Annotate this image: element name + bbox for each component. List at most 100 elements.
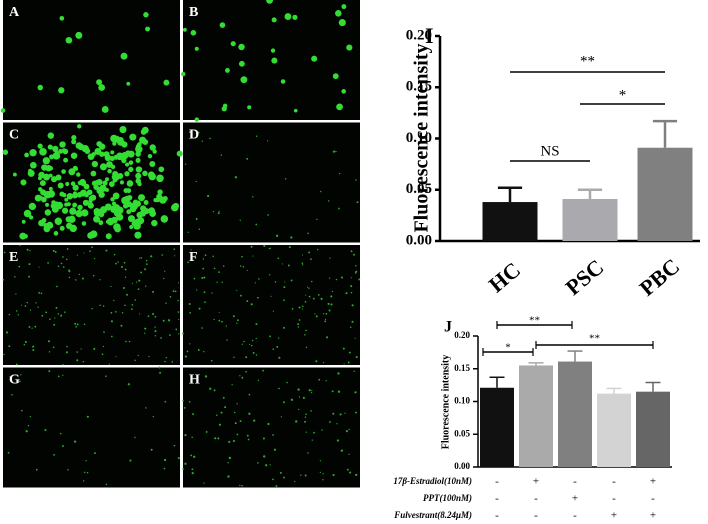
cell — [294, 480, 296, 483]
cell — [349, 471, 352, 474]
cell — [86, 415, 89, 418]
cell — [45, 311, 48, 314]
panel-label: H — [189, 373, 200, 388]
cell — [355, 179, 357, 181]
cell — [105, 483, 108, 486]
cell — [329, 421, 331, 423]
cell — [112, 177, 118, 183]
cell — [123, 261, 126, 264]
cell — [169, 334, 171, 337]
cell — [212, 255, 215, 258]
cell — [354, 337, 356, 339]
cell — [240, 76, 248, 84]
significance-label: * — [505, 342, 511, 354]
cell — [315, 360, 318, 363]
cell — [275, 485, 278, 487]
cell — [110, 335, 113, 338]
cell — [128, 340, 131, 343]
cell — [23, 209, 32, 218]
cell — [113, 154, 119, 160]
cell — [80, 348, 82, 350]
cell — [286, 381, 288, 384]
cell — [107, 168, 112, 174]
cell — [70, 181, 76, 186]
cell — [221, 281, 223, 284]
cell — [350, 291, 353, 294]
cell — [295, 420, 298, 423]
error-bar — [489, 376, 505, 388]
cell — [173, 444, 176, 447]
cell — [203, 482, 205, 484]
cell — [307, 286, 309, 288]
cell — [175, 328, 178, 331]
cell — [253, 419, 256, 422]
cell — [213, 267, 216, 270]
cell — [124, 171, 130, 177]
cell — [39, 148, 47, 156]
cell — [77, 204, 83, 211]
cell — [308, 287, 310, 289]
cell — [201, 326, 203, 328]
micrograph — [183, 367, 360, 488]
cell — [241, 376, 244, 379]
cell — [255, 135, 258, 137]
cell — [272, 434, 274, 436]
treatment-label: 17β-Estradiol(10nM) — [393, 476, 472, 486]
panel-label: A — [9, 5, 20, 20]
cell — [91, 246, 93, 249]
cell — [201, 327, 203, 329]
cell — [131, 308, 133, 311]
cell — [150, 255, 153, 258]
cell — [277, 337, 280, 339]
micrograph — [3, 0, 180, 120]
cell — [45, 202, 50, 207]
cell — [116, 213, 124, 221]
bar — [637, 147, 693, 241]
cell — [304, 416, 307, 419]
cell — [194, 117, 199, 122]
cell — [78, 273, 80, 276]
cell — [41, 217, 47, 223]
cell — [168, 319, 171, 322]
cell — [65, 36, 73, 44]
error-bar — [606, 387, 622, 394]
cell — [345, 292, 348, 295]
bar — [519, 365, 553, 467]
cell — [99, 304, 101, 307]
cell — [304, 474, 307, 477]
cell — [151, 219, 158, 227]
cell — [298, 396, 301, 398]
cell — [189, 343, 191, 345]
cell — [66, 248, 69, 250]
cell — [195, 217, 198, 220]
cell — [15, 293, 17, 295]
cell — [134, 436, 136, 439]
cell — [197, 131, 200, 134]
cell — [144, 327, 147, 330]
cell — [192, 259, 194, 261]
cell — [297, 326, 300, 328]
cell — [157, 189, 163, 195]
treatment-sign: - — [495, 476, 499, 488]
cell — [122, 286, 125, 289]
cell — [24, 152, 29, 158]
cell — [251, 339, 254, 342]
cell — [28, 215, 34, 220]
cell — [348, 428, 350, 431]
y-tick-label: 0.10 — [454, 396, 470, 406]
cell — [202, 258, 205, 260]
cell — [150, 448, 153, 451]
micrograph-grid: A B C D E F G H — [0, 0, 361, 488]
cell — [338, 19, 346, 27]
cell — [297, 323, 300, 326]
cell — [134, 200, 142, 207]
cell — [325, 380, 327, 382]
cell — [346, 44, 353, 51]
cell — [269, 464, 271, 466]
cell — [184, 355, 187, 358]
cell — [32, 349, 35, 352]
cell — [54, 317, 56, 319]
cell — [348, 453, 350, 455]
cell — [99, 279, 101, 281]
